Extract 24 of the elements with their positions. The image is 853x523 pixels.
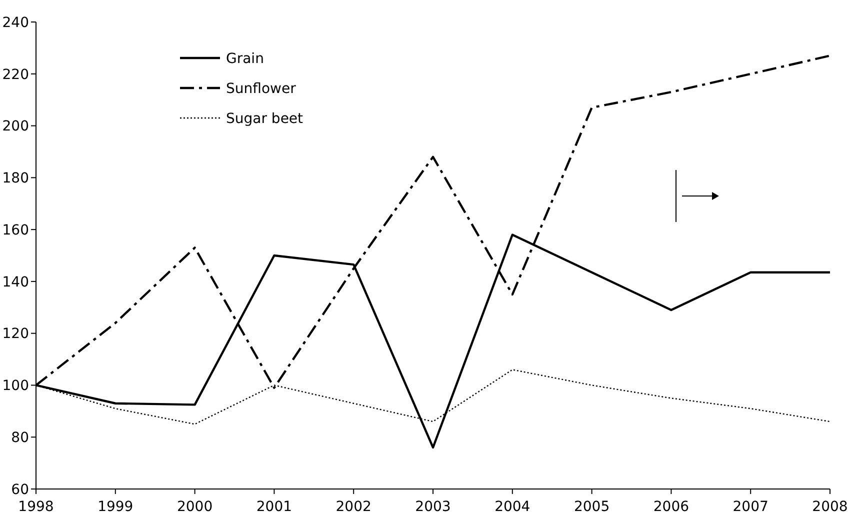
- legend-label: Sugar beet: [226, 110, 304, 127]
- x-tick-label: 2004: [494, 499, 530, 515]
- y-tick-label: 60: [11, 482, 29, 498]
- x-tick-label: 2002: [336, 499, 372, 515]
- y-tick-label: 80: [11, 430, 29, 446]
- x-tick-label: 1998: [18, 499, 54, 515]
- y-tick-label: 180: [2, 170, 29, 187]
- y-tick-label: 140: [2, 274, 29, 290]
- y-tick-label: 100: [2, 378, 29, 394]
- x-tick-label: 2000: [176, 499, 213, 515]
- legend-label: Sunflower: [226, 80, 296, 97]
- x-tick-label: 2001: [256, 499, 292, 515]
- y-tick-label: 220: [2, 66, 29, 83]
- legend-label: Grain: [226, 50, 264, 67]
- x-tick-label: 2007: [732, 499, 768, 515]
- y-tick-label: 160: [2, 222, 29, 238]
- x-tick-label: 2003: [415, 499, 451, 515]
- x-tick-label: 2008: [812, 499, 848, 515]
- y-tick-label: 240: [2, 14, 29, 31]
- x-tick-label: 2006: [653, 499, 690, 515]
- y-tick-label: 120: [2, 326, 29, 342]
- y-tick-label: 200: [2, 118, 29, 135]
- x-tick-label: 2005: [574, 499, 610, 515]
- x-tick-label: 1999: [98, 499, 134, 515]
